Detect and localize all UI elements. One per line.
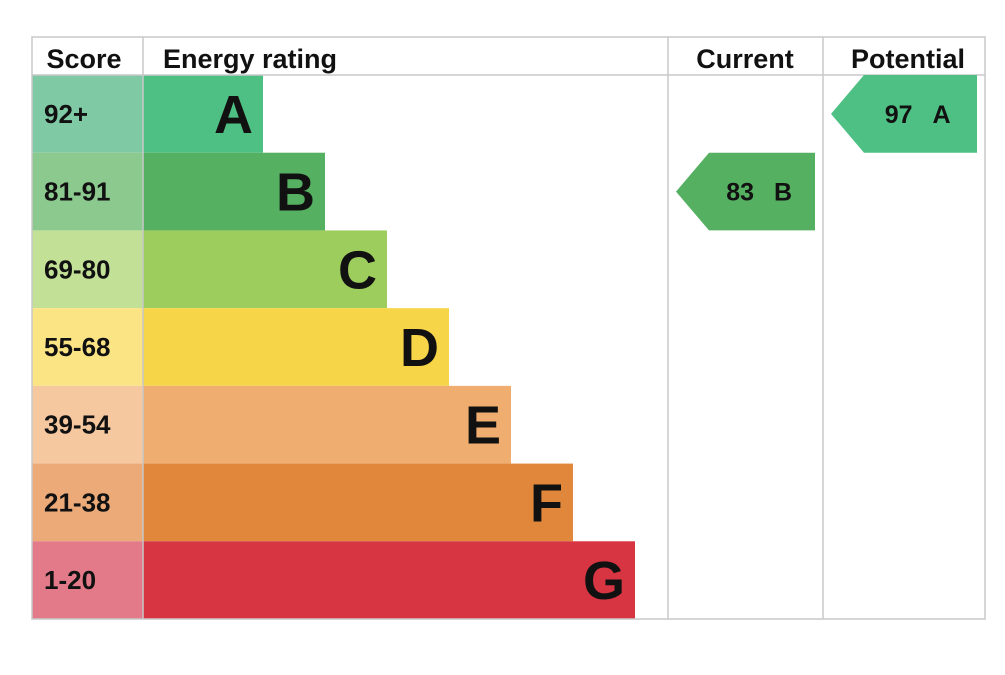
potential-rating-value: 97 xyxy=(885,101,913,129)
rating-letter-e: E xyxy=(465,396,501,456)
score-cell-e xyxy=(32,385,143,464)
score-range-c: 69-80 xyxy=(44,254,111,284)
rating-letter-d: D xyxy=(400,318,439,378)
current-rating-letter: B xyxy=(774,179,792,207)
rating-letter-c: C xyxy=(338,240,377,300)
score-cell-d xyxy=(32,308,143,386)
rating-letter-a: A xyxy=(214,85,253,145)
score-cell-b xyxy=(32,152,143,231)
score-cell-g xyxy=(32,541,143,619)
score-range-e: 39-54 xyxy=(44,410,111,440)
score-header: Score xyxy=(46,44,121,74)
score-range-g: 1-20 xyxy=(44,565,96,595)
current-rating-arrow xyxy=(676,152,815,231)
score-cell-f xyxy=(32,463,143,542)
current-rating-value: 83 xyxy=(726,179,754,207)
score-cell-c xyxy=(32,230,143,309)
score-range-b: 81-91 xyxy=(44,177,111,207)
potential-rating-arrow xyxy=(831,75,977,153)
rating-bar-a xyxy=(143,75,263,153)
rating-letter-b: B xyxy=(276,163,315,223)
rating-bar-b xyxy=(143,152,325,231)
rating-letter-g: G xyxy=(583,551,625,611)
potential-rating-letter: A xyxy=(933,101,951,129)
current-header: Current xyxy=(696,44,794,74)
rating-letter-f: F xyxy=(530,473,563,533)
energy-rating-header: Energy rating xyxy=(163,44,337,74)
score-range-f: 21-38 xyxy=(44,487,111,517)
rating-bar-d xyxy=(143,308,449,386)
rating-bar-e xyxy=(143,385,511,464)
score-cell-a xyxy=(32,75,143,153)
table-grid xyxy=(31,36,986,620)
score-range-d: 55-68 xyxy=(44,332,111,362)
rating-bar-f xyxy=(143,463,573,542)
rating-bar-g xyxy=(143,541,635,619)
rating-bar-c xyxy=(143,230,387,309)
potential-header: Potential xyxy=(851,44,965,74)
score-range-a: 92+ xyxy=(44,99,88,129)
